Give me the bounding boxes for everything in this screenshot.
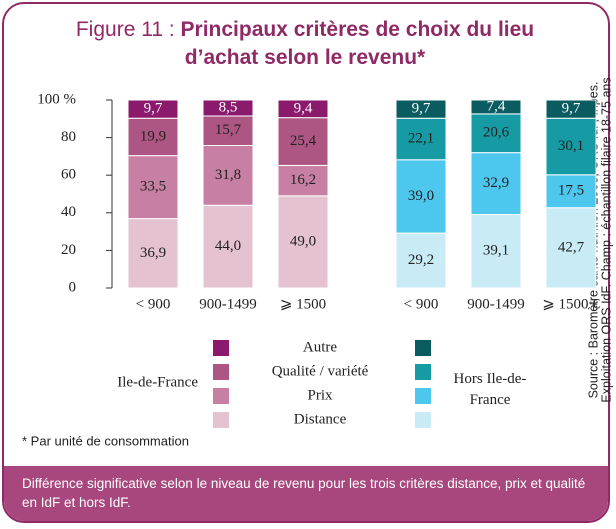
value-label: 22,1	[408, 130, 434, 146]
value-label: 29,2	[408, 252, 434, 268]
bar-segment	[202, 204, 254, 289]
value-label: 32,9	[483, 175, 509, 191]
y-tick-label: 100 %	[37, 91, 76, 107]
group-label: Ile-de-France	[117, 374, 198, 390]
value-label: 42,7	[558, 239, 585, 255]
y-tick-label: 40	[61, 204, 76, 220]
value-label: 17,5	[558, 183, 584, 199]
legend-swatch	[213, 364, 229, 380]
x-tick-label: ⩾ 1500	[280, 296, 326, 312]
chart-title: Figure 11 : Principaux critères de choix…	[45, 16, 565, 72]
value-label: 9,7	[412, 101, 431, 117]
y-tick-label: 80	[61, 129, 76, 145]
value-label: 49,0	[290, 233, 316, 249]
bar-segment	[470, 99, 522, 115]
legend-swatch	[415, 412, 431, 428]
bar-segment	[202, 115, 254, 146]
legend-swatch	[415, 340, 431, 356]
bar-segment	[395, 99, 447, 119]
value-label: 9,7	[562, 101, 581, 117]
bar-segment	[545, 99, 597, 119]
footnote: * Par unité de consommation	[22, 433, 189, 448]
x-tick-label: ⩾ 1500 €	[542, 296, 600, 312]
y-tick-label: 60	[61, 167, 76, 183]
legend-label: Qualité / variété	[272, 363, 369, 379]
legend-swatch	[213, 388, 229, 404]
bar-segment	[127, 218, 179, 289]
group-label: Hors Ile-de-France	[453, 371, 527, 408]
bar-segment	[277, 164, 329, 197]
value-label: 44,0	[215, 238, 241, 254]
bar-segment	[277, 117, 329, 166]
legend-label: Distance	[294, 411, 347, 427]
value-label: 8,5	[219, 99, 238, 115]
value-label: 9,7	[144, 101, 163, 117]
value-label: 39,0	[408, 188, 434, 204]
value-label: 19,9	[140, 128, 166, 144]
bar-segment	[470, 213, 522, 289]
legend-swatch	[213, 412, 229, 428]
x-tick-label: < 900	[404, 296, 439, 312]
bar-segment	[395, 232, 447, 289]
bar-segment	[545, 207, 597, 289]
bar-segment	[202, 144, 254, 206]
bar-segment	[127, 99, 179, 119]
legend-label: Autre	[303, 339, 337, 355]
x-tick-label: 900-1499	[199, 296, 257, 312]
title-text: Principaux critères de choix du lieu d’a…	[180, 18, 535, 69]
value-label: 20,6	[483, 125, 510, 141]
legend-label: Prix	[307, 387, 333, 403]
figure-label: Figure 11 :	[75, 18, 175, 41]
bar-segment	[395, 159, 447, 234]
y-tick-label: 0	[69, 279, 77, 295]
value-label: 33,5	[140, 179, 166, 195]
value-label: 39,1	[483, 243, 509, 259]
value-label: 31,8	[215, 167, 241, 183]
x-tick-label: 900-1499	[467, 296, 525, 312]
legend-swatch	[415, 364, 431, 380]
legend-swatch	[213, 340, 229, 356]
bar-segment	[202, 99, 254, 117]
value-label: 7,4	[487, 98, 506, 114]
value-label: 16,2	[290, 172, 316, 188]
y-tick-label: 20	[61, 242, 76, 258]
bar-segment	[545, 117, 597, 176]
note: Différence significative selon le niveau…	[4, 466, 608, 521]
source: Exploitation ORS IdF. Champ : échantillo…	[599, 77, 613, 402]
bar-segment	[277, 195, 329, 289]
bar-segment	[127, 155, 179, 220]
x-tick-label: < 900	[136, 296, 171, 312]
value-label: 30,1	[558, 138, 584, 154]
value-label: 15,7	[215, 122, 242, 138]
bar-segment	[470, 113, 522, 154]
value-label: 9,4	[294, 100, 313, 116]
value-label: 36,9	[140, 245, 166, 261]
legend-swatch	[415, 388, 431, 404]
bar-segment	[127, 117, 179, 157]
bar-segment	[395, 117, 447, 161]
value-label: 25,4	[290, 133, 317, 149]
bar-segment	[277, 99, 329, 119]
card: Différence significative selon le niveau…	[2, 2, 610, 523]
